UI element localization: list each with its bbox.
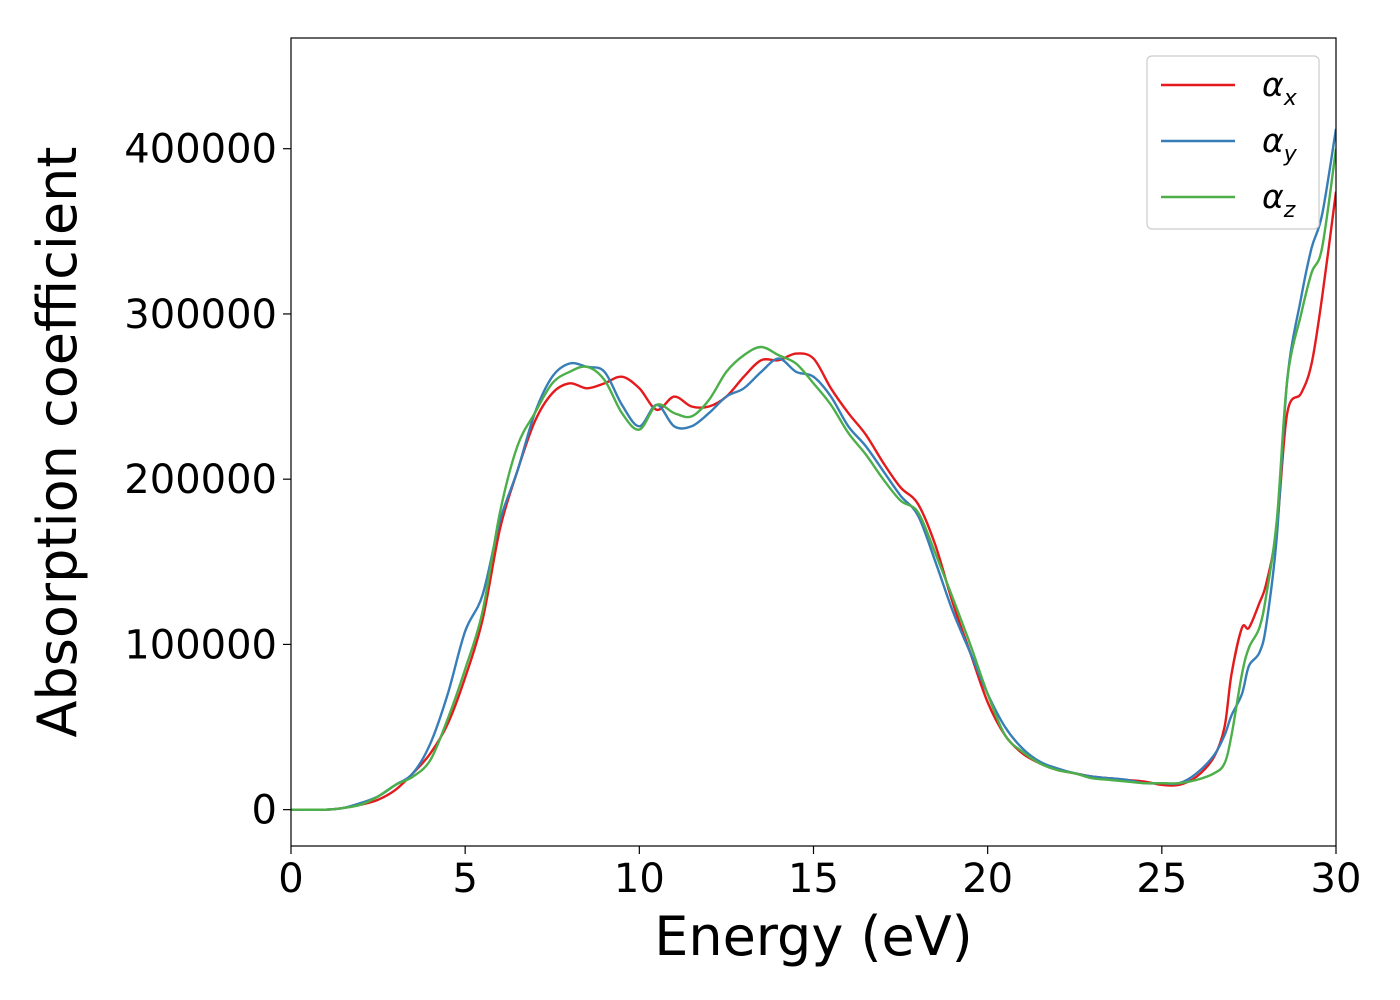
series-line-z bbox=[291, 148, 1336, 811]
legend-box bbox=[1146, 55, 1320, 230]
y-tick-label: 400000 bbox=[124, 127, 277, 173]
legend-label-z: αz bbox=[1262, 177, 1296, 223]
x-tick-label: 0 bbox=[278, 856, 303, 902]
x-tick-label: 15 bbox=[788, 856, 839, 902]
legend: αx αy αz bbox=[1146, 55, 1320, 230]
y-tick-label: 0 bbox=[252, 788, 277, 834]
x-tick-label: 5 bbox=[452, 856, 477, 902]
y-axis: 0 100000 200000 300000 400000 bbox=[124, 127, 291, 834]
legend-label-y: αy bbox=[1262, 121, 1298, 167]
y-axis-title: Absorption coefficient bbox=[26, 147, 89, 738]
x-tick-label: 25 bbox=[1136, 856, 1187, 902]
y-tick-label: 300000 bbox=[124, 292, 277, 338]
y-tick-label: 100000 bbox=[124, 622, 277, 668]
series-layer bbox=[291, 128, 1336, 811]
x-axis-title: Energy (eV) bbox=[654, 905, 973, 968]
x-axis: 0 5 10 15 20 25 30 bbox=[278, 846, 1361, 902]
legend-label-x: αx bbox=[1262, 65, 1298, 111]
x-tick-label: 30 bbox=[1311, 856, 1362, 902]
y-tick-label: 200000 bbox=[124, 457, 277, 503]
series-line-x bbox=[291, 191, 1336, 811]
x-tick-label: 20 bbox=[962, 856, 1013, 902]
x-tick-label: 10 bbox=[614, 856, 665, 902]
